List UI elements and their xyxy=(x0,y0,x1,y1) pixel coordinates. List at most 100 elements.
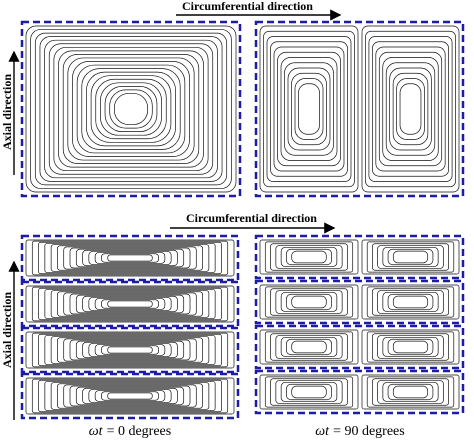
panel-border xyxy=(254,234,465,280)
caption-text: = 0 degrees xyxy=(107,424,172,439)
streamline xyxy=(275,245,343,269)
streamline xyxy=(375,46,446,172)
streamline xyxy=(259,329,359,365)
streamline xyxy=(88,251,172,265)
streamline xyxy=(377,380,444,404)
streamline xyxy=(107,392,153,400)
streamline xyxy=(88,389,172,403)
streamline xyxy=(270,243,348,271)
streamline xyxy=(280,337,338,357)
streamline xyxy=(62,54,200,164)
streamline xyxy=(90,75,172,143)
streamline xyxy=(94,344,166,356)
streamline xyxy=(284,62,334,156)
streamline xyxy=(58,50,204,168)
streamline xyxy=(264,331,354,363)
streamline xyxy=(264,376,354,408)
streamline xyxy=(264,241,354,273)
circumferential-label: Circumferential direction xyxy=(186,211,317,225)
streamline xyxy=(389,67,432,151)
streamline xyxy=(101,253,159,263)
streamline xyxy=(94,252,166,264)
streamline xyxy=(286,338,332,356)
caption: ωt = 0 degrees xyxy=(89,424,171,439)
streamline xyxy=(31,240,229,276)
streamline xyxy=(259,374,359,410)
streamline xyxy=(372,378,449,406)
streamline xyxy=(82,341,178,359)
streamline xyxy=(101,299,159,309)
streamline xyxy=(50,382,210,410)
streamline xyxy=(399,83,422,135)
panel-border xyxy=(254,369,465,415)
streamline xyxy=(270,333,348,361)
streamline xyxy=(44,335,216,365)
streamline xyxy=(88,343,172,357)
streamline xyxy=(101,345,159,355)
streamline xyxy=(113,93,148,125)
streamline xyxy=(63,338,197,362)
panel-border xyxy=(20,326,240,374)
streamline xyxy=(104,85,158,132)
streamline xyxy=(382,57,439,161)
streamline xyxy=(63,292,197,316)
streamline xyxy=(270,41,348,177)
streamline xyxy=(69,339,191,361)
streamline xyxy=(275,380,343,404)
panel-border xyxy=(20,372,240,420)
streamline xyxy=(30,29,232,189)
streamline xyxy=(75,386,185,406)
streamline xyxy=(270,288,348,316)
streamline xyxy=(25,377,235,415)
streamline xyxy=(69,293,191,315)
streamline xyxy=(31,378,229,414)
streamline xyxy=(366,241,455,273)
streamline xyxy=(387,293,434,311)
streamline xyxy=(378,51,443,167)
axial-label: Axial direction xyxy=(0,292,14,368)
streamline xyxy=(44,39,218,179)
streamline xyxy=(94,390,166,402)
panel-border xyxy=(20,20,242,198)
streamline xyxy=(372,41,449,177)
panel-border xyxy=(254,20,465,198)
streamline xyxy=(277,51,341,167)
caption: ωt = 90 degrees xyxy=(315,424,404,439)
streamline xyxy=(392,250,429,264)
streamline xyxy=(366,331,455,363)
panel-border xyxy=(20,234,240,282)
streamline xyxy=(392,72,429,146)
streamline xyxy=(69,385,191,407)
streamline xyxy=(82,387,178,405)
streamline xyxy=(44,289,216,319)
streamline xyxy=(286,383,332,401)
streamline xyxy=(361,25,460,193)
axial-label: Axial direction xyxy=(0,74,14,150)
streamline xyxy=(57,291,203,317)
streamline xyxy=(82,295,178,313)
caption-symbol: ωt xyxy=(315,424,330,439)
streamline xyxy=(69,247,191,269)
streamline xyxy=(75,340,185,360)
streamline xyxy=(280,292,338,312)
streamline xyxy=(263,30,355,188)
streamline xyxy=(365,30,456,188)
streamline xyxy=(44,243,216,273)
streamline xyxy=(31,286,229,322)
streamline xyxy=(25,239,235,277)
streamline xyxy=(372,243,449,271)
streamline xyxy=(82,249,178,267)
streamline xyxy=(75,248,185,268)
streamline xyxy=(266,36,352,182)
streamline xyxy=(382,382,439,402)
streamline xyxy=(107,346,153,354)
streamline xyxy=(377,245,444,269)
streamline xyxy=(107,300,153,308)
streamline xyxy=(377,335,444,359)
streamline xyxy=(38,333,222,367)
streamline xyxy=(259,239,359,275)
streamline xyxy=(392,295,429,309)
panel-border xyxy=(20,280,240,328)
streamline xyxy=(57,337,203,363)
streamline xyxy=(385,62,436,156)
